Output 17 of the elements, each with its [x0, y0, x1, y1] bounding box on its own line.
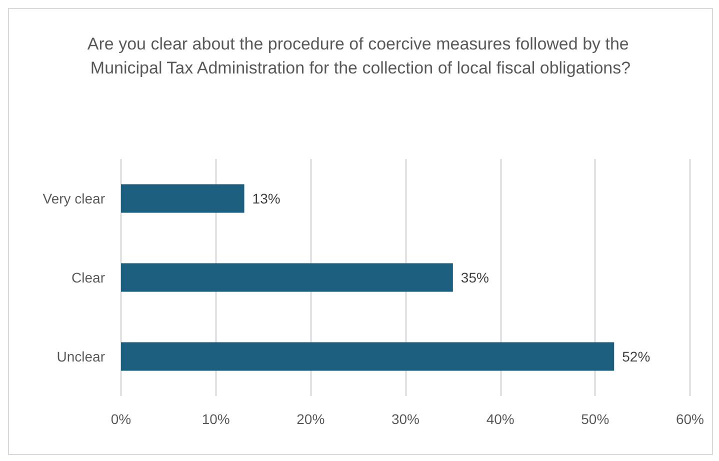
- y-tick-label: Clear: [72, 270, 106, 286]
- chart-title: Are you clear about the procedure of coercive measures followed by the Municipal Tax Administration for the collection of local fiscal obligations?: [87, 34, 634, 78]
- x-tick-label: 20%: [296, 411, 325, 427]
- bar: [121, 263, 453, 292]
- bar: [121, 342, 614, 371]
- data-label: 35%: [460, 270, 489, 286]
- x-tick-label: 10%: [202, 411, 230, 427]
- data-label: 52%: [622, 348, 650, 364]
- bar: [121, 184, 244, 213]
- data-label: 13%: [252, 190, 280, 206]
- x-tick-label: 30%: [391, 411, 420, 427]
- x-tick-label: 50%: [581, 411, 610, 427]
- y-tick-label: Unclear: [56, 348, 106, 364]
- y-tick-label: Very clear: [42, 190, 106, 206]
- x-tick-label: 0%: [110, 411, 132, 427]
- x-tick-label: 60%: [676, 411, 704, 427]
- x-tick-label: 40%: [486, 411, 514, 427]
